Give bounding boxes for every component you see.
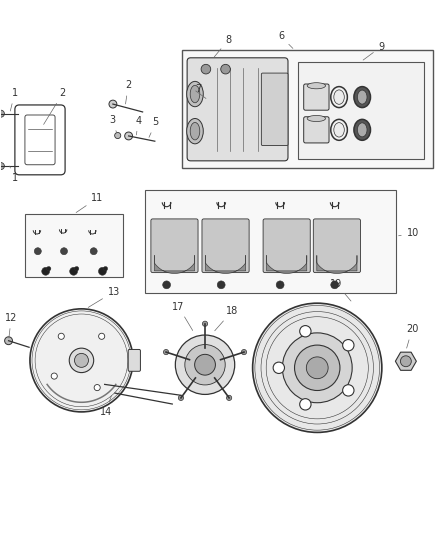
Text: 7: 7 [195, 84, 201, 94]
Circle shape [273, 362, 285, 374]
FancyBboxPatch shape [187, 58, 288, 161]
Circle shape [94, 384, 100, 391]
Ellipse shape [334, 123, 344, 137]
Ellipse shape [334, 90, 344, 104]
Circle shape [194, 354, 215, 375]
Circle shape [125, 132, 133, 140]
Text: 1: 1 [10, 166, 18, 183]
Circle shape [202, 321, 208, 326]
Text: 8: 8 [214, 35, 232, 57]
FancyBboxPatch shape [128, 350, 141, 372]
Circle shape [294, 345, 340, 391]
Text: 13: 13 [88, 287, 120, 308]
Circle shape [109, 100, 117, 108]
FancyBboxPatch shape [145, 190, 396, 293]
Polygon shape [267, 255, 307, 273]
Text: 18: 18 [215, 306, 238, 331]
Circle shape [253, 303, 382, 432]
Circle shape [58, 333, 64, 340]
FancyBboxPatch shape [261, 73, 288, 146]
Text: 5: 5 [149, 117, 159, 138]
Text: 3: 3 [109, 115, 117, 133]
Polygon shape [154, 255, 194, 273]
Circle shape [175, 335, 235, 394]
Text: 6: 6 [278, 31, 293, 49]
FancyBboxPatch shape [151, 219, 198, 272]
Circle shape [163, 350, 169, 354]
Circle shape [0, 163, 4, 169]
Circle shape [99, 333, 105, 340]
Circle shape [103, 266, 108, 271]
Circle shape [51, 373, 57, 379]
Text: 10: 10 [399, 228, 419, 238]
Ellipse shape [357, 123, 367, 137]
Circle shape [46, 266, 51, 271]
Polygon shape [205, 255, 246, 273]
Ellipse shape [190, 123, 200, 140]
Text: 2: 2 [125, 80, 131, 104]
Circle shape [400, 356, 411, 367]
FancyBboxPatch shape [202, 219, 249, 272]
Circle shape [34, 248, 41, 255]
Text: 20: 20 [406, 325, 418, 348]
Circle shape [42, 268, 49, 275]
Text: 4: 4 [135, 116, 141, 135]
Circle shape [343, 340, 354, 351]
Circle shape [115, 133, 121, 139]
Text: 12: 12 [5, 313, 18, 338]
Circle shape [276, 281, 284, 289]
FancyBboxPatch shape [263, 219, 310, 272]
FancyBboxPatch shape [304, 117, 329, 143]
Ellipse shape [357, 90, 367, 104]
Circle shape [178, 395, 184, 400]
Text: 1: 1 [11, 88, 18, 111]
Circle shape [185, 344, 225, 385]
Circle shape [99, 268, 106, 275]
Polygon shape [317, 255, 357, 273]
Circle shape [60, 248, 67, 255]
FancyBboxPatch shape [182, 51, 433, 168]
Circle shape [217, 281, 225, 289]
Ellipse shape [307, 116, 325, 122]
Circle shape [90, 248, 97, 255]
Circle shape [300, 326, 311, 337]
Text: 2: 2 [44, 88, 66, 124]
Text: 9: 9 [363, 42, 385, 60]
FancyBboxPatch shape [304, 84, 329, 110]
Circle shape [283, 333, 352, 403]
Text: 19: 19 [330, 279, 351, 301]
Circle shape [30, 309, 133, 412]
Text: 11: 11 [76, 193, 103, 213]
Circle shape [201, 64, 211, 74]
Circle shape [0, 110, 4, 117]
Circle shape [69, 348, 94, 373]
Circle shape [241, 350, 247, 354]
Circle shape [74, 353, 88, 367]
Circle shape [162, 281, 170, 289]
Circle shape [74, 266, 79, 271]
Ellipse shape [187, 118, 203, 144]
Ellipse shape [190, 85, 200, 103]
Polygon shape [396, 352, 417, 370]
Ellipse shape [307, 83, 325, 89]
Circle shape [226, 395, 232, 400]
Circle shape [70, 268, 78, 275]
Circle shape [5, 337, 12, 345]
Ellipse shape [187, 82, 203, 107]
Text: 17: 17 [172, 302, 193, 330]
Circle shape [300, 399, 311, 410]
Circle shape [343, 385, 354, 396]
FancyBboxPatch shape [25, 214, 123, 277]
FancyBboxPatch shape [313, 219, 360, 272]
Circle shape [331, 281, 339, 289]
Circle shape [306, 357, 328, 378]
Ellipse shape [354, 87, 371, 108]
FancyBboxPatch shape [297, 62, 424, 159]
Circle shape [221, 64, 230, 74]
Ellipse shape [354, 119, 371, 140]
Text: 14: 14 [99, 395, 112, 417]
